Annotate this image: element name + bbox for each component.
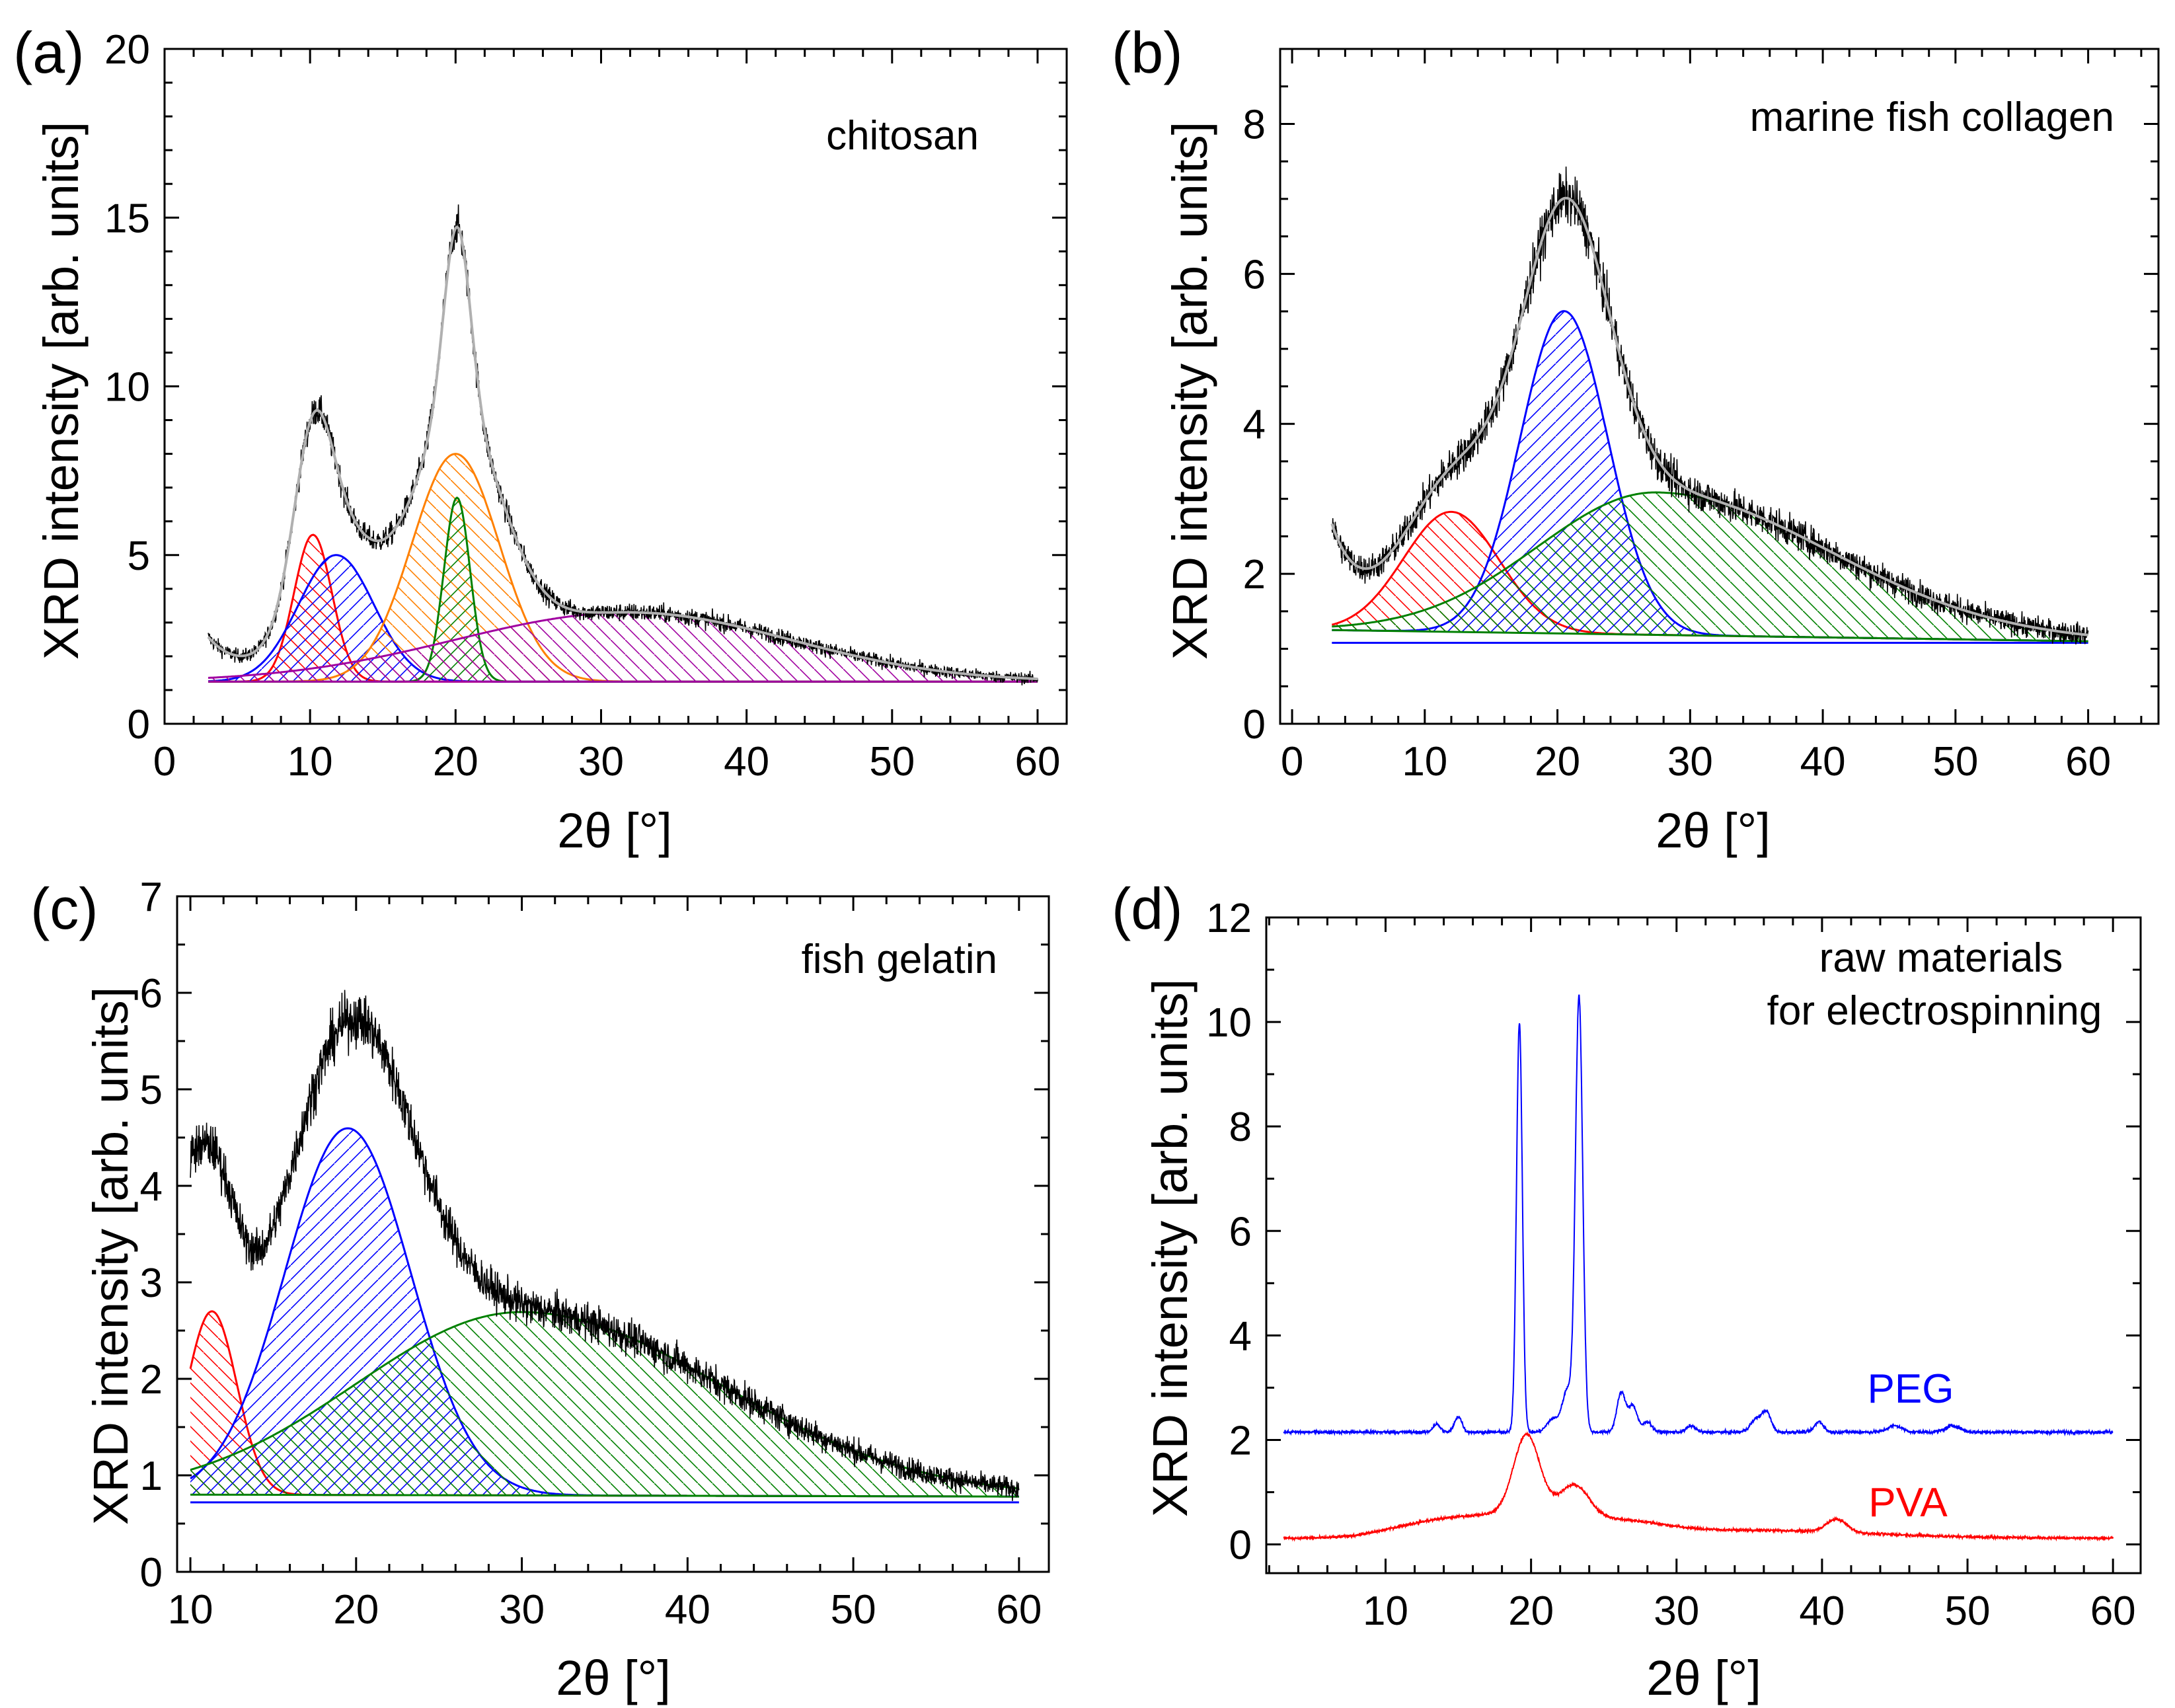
x-tick-label: 30	[578, 739, 624, 785]
x-tick-label: 30	[499, 1587, 545, 1633]
x-tick-label: 30	[1667, 739, 1713, 785]
x-tick-label: 40	[665, 1587, 710, 1633]
component-fill-peak3	[1332, 492, 2088, 642]
panel-label-c: (c)	[30, 876, 98, 941]
ticks	[1280, 48, 2158, 725]
panel-c: 10 20 30 40 50 60 0 1 2 3 4 5 6 7	[140, 874, 1050, 1633]
y-tick-label: 6	[140, 971, 163, 1017]
y-axis-title-c: XRD intensity [arb. units]	[83, 987, 138, 1525]
sample-label-a: chitosan	[826, 113, 979, 159]
panel-d: 10 20 30 40 50 60 0 2 4 6 8 10 12	[1206, 896, 2142, 1634]
y-tick-label: 4	[1243, 402, 1266, 447]
y-tick-label: 10	[104, 365, 150, 410]
y-tick-label: 10	[1206, 1000, 1252, 1046]
y-tick-label: 1	[140, 1454, 163, 1499]
y-tick-label: 0	[128, 702, 150, 748]
panel-label-a: (a)	[13, 20, 85, 85]
y-tick-label: 3	[140, 1261, 163, 1306]
x-tick-label: 40	[1799, 1588, 1845, 1634]
x-tick-label: 60	[2065, 739, 2111, 785]
y-tick-label: 5	[128, 533, 150, 579]
measured-data	[1331, 166, 2089, 644]
sample-label-d-line2: for electrospinning	[1767, 988, 2102, 1034]
x-tick-label: 10	[1402, 739, 1447, 785]
plot-frame	[1265, 916, 2142, 1574]
component-fill-peak3	[190, 1312, 1019, 1497]
y-tick-label: 0	[1229, 1523, 1252, 1569]
x-tick-label: 20	[1535, 739, 1580, 785]
x-tick-label: 40	[1800, 739, 1846, 785]
x-tick-label: 20	[433, 739, 478, 785]
x-tick-label: 30	[1654, 1588, 1699, 1634]
x-tick-label: 20	[333, 1587, 379, 1633]
x-axis-title-b: 2θ [°]	[1656, 803, 1771, 858]
legend-pva: PVA	[1868, 1480, 1948, 1526]
panel-label-b: (b)	[1112, 20, 1183, 85]
x-tick-label: 50	[869, 739, 915, 785]
fit-curve	[207, 225, 1038, 681]
measured-data	[190, 990, 1020, 1501]
y-tick-label: 2	[1243, 552, 1266, 598]
y-tick-label: 7	[140, 874, 163, 920]
plot-area-a	[207, 204, 1038, 685]
x-tick-label: 20	[1508, 1588, 1554, 1634]
y-tick-label: 8	[1229, 1105, 1252, 1150]
plot-area-d	[1283, 994, 2114, 1542]
y-tick-label: 6	[1229, 1209, 1252, 1255]
x-axis-title-a: 2θ [°]	[557, 803, 672, 858]
x-tick-label: 10	[1363, 1588, 1408, 1634]
y-tick-label: 5	[140, 1068, 163, 1113]
fit-curve	[1330, 196, 2088, 637]
component-fill-peak2	[208, 555, 1038, 682]
y-tick-label: 2	[140, 1357, 163, 1403]
component-fill-peak5	[208, 612, 1038, 682]
x-tick-label: 0	[153, 739, 176, 785]
y-tick-label: 15	[104, 196, 150, 241]
y-tick-label: 6	[1243, 252, 1266, 297]
x-tick-label: 50	[1945, 1588, 1991, 1634]
panel-a: 0 10 20 30 40 50 60 0 5 10 15 20	[104, 27, 1068, 785]
baseline	[1332, 629, 2088, 642]
panel-b: 0 10 20 30 40 50 60 0 2 4 6 8	[1243, 48, 2160, 785]
y-tick-label: 0	[1243, 702, 1266, 748]
x-tick-label: 60	[2090, 1588, 2136, 1634]
component-fill-peak3	[208, 453, 1038, 682]
x-tick-label: 60	[1014, 739, 1060, 785]
ticks	[1266, 916, 2141, 1573]
ticks	[177, 895, 1049, 1573]
y-axis-title-b: XRD intensity [arb. units]	[1163, 122, 1217, 660]
y-tick-label: 20	[104, 27, 150, 73]
sample-label-c: fish gelatin	[802, 937, 997, 982]
y-tick-label: 8	[1243, 102, 1266, 147]
y-tick-label: 2	[1229, 1418, 1252, 1463]
baseline	[190, 1493, 1019, 1498]
y-axis-title-a: XRD intensity [arb. units]	[34, 122, 89, 660]
ticks	[163, 48, 1068, 725]
legend-peg: PEG	[1868, 1366, 1954, 1412]
x-axis-title-c: 2θ [°]	[556, 1650, 671, 1705]
x-tick-label: 10	[287, 739, 333, 785]
series-PEG	[1283, 994, 2114, 1437]
y-tick-label: 0	[140, 1550, 163, 1596]
x-axis-title-d: 2θ [°]	[1646, 1650, 1761, 1705]
x-tick-label: 0	[1281, 739, 1303, 785]
x-tick-label: 50	[1932, 739, 1978, 785]
panel-label-d: (d)	[1112, 876, 1183, 941]
plot-area-b	[1330, 166, 2089, 644]
y-axis-title-d: XRD intensity [arb. units]	[1143, 979, 1198, 1517]
sample-label-b: marine fish collagen	[1750, 95, 2114, 140]
series-PVA	[1283, 1431, 2114, 1542]
y-tick-label: 4	[1229, 1313, 1252, 1359]
y-tick-label: 4	[140, 1164, 163, 1210]
plot-area-c	[189, 990, 1020, 1504]
x-tick-label: 50	[831, 1587, 876, 1633]
x-tick-label: 10	[168, 1587, 213, 1633]
x-tick-label: 40	[724, 739, 769, 785]
x-tick-label: 60	[996, 1587, 1042, 1633]
sample-label-d-line1: raw materials	[1819, 935, 2063, 981]
y-tick-label: 12	[1206, 896, 1252, 941]
